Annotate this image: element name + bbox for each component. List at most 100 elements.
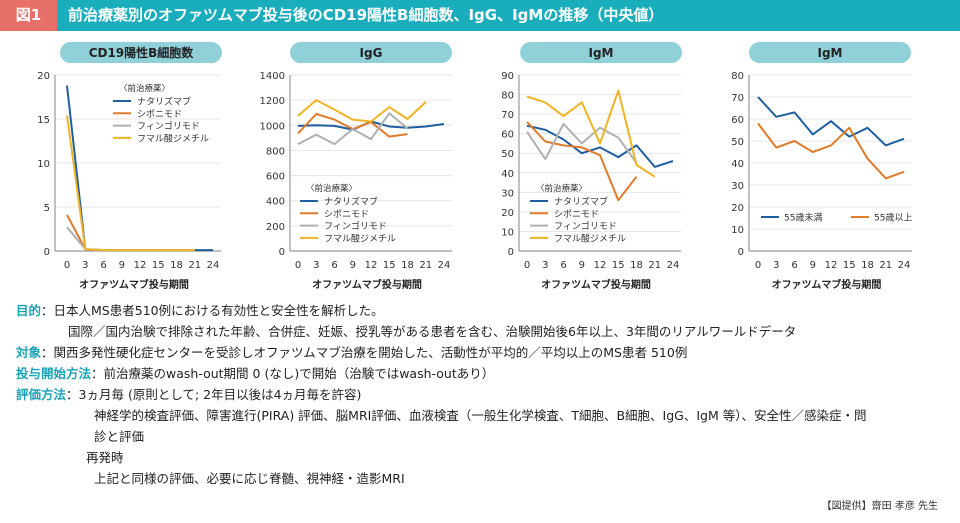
series-line-シポニモド (526, 121, 638, 202)
start-text: ：前治療薬のwash-out期間 0 (なし)で開始（治験ではwash-outあ… (91, 366, 495, 381)
x-tick-label: 0 (524, 260, 530, 271)
x-tick-label: 6 (331, 260, 337, 271)
figure-label: 図1 (0, 0, 57, 31)
x-tick-label: 12 (594, 260, 607, 271)
y-tick-label: 90 (501, 71, 514, 82)
y-tick-label: 20 (37, 71, 50, 82)
x-tick-label: 3 (773, 260, 779, 271)
legend-label: 55歳未満 (784, 212, 822, 224)
relapse-detail: 上記と同様の評価、必要に応じ脊髄、視神経・造影MRI (94, 471, 405, 486)
eval-label: 評価方法 (16, 387, 67, 402)
x-tick-label: 3 (313, 260, 319, 271)
x-tick-label: 18 (401, 260, 414, 271)
x-tick-label: 0 (295, 260, 301, 271)
legend-label: フマル酸ジメチル (554, 233, 626, 244)
legend-label: 55歳以上 (874, 212, 912, 224)
figure-title: 前治療薬別のオファツムマブ投与後のCD19陽性B細胞数、IgG、IgMの推移（中… (68, 6, 664, 24)
chart-title-pill (290, 42, 452, 63)
y-tick-label: 50 (501, 149, 514, 160)
x-tick-label: 3 (82, 260, 88, 271)
x-tick-label: 15 (843, 260, 856, 271)
x-axis-label: オファツムマブ投与期間 (772, 278, 882, 291)
legend-label: フマル酸ジメチル (324, 233, 396, 244)
y-tick-label: 0 (738, 247, 744, 258)
y-tick-label: 10 (731, 225, 744, 236)
purpose-text: ：日本人MS患者510例における有効性と安全性を解析した。 (41, 303, 384, 318)
legend-title: 〈前治療薬〉 (119, 83, 170, 94)
series-line-ナタリズマブ (526, 124, 674, 168)
target-label: 対象 (16, 345, 42, 360)
x-tick-label: 18 (630, 260, 643, 271)
chart-title: CD19陽性B細胞数 (89, 45, 195, 60)
y-tick-label: 1400 (260, 71, 285, 82)
legend-label: シポニモド (324, 209, 369, 220)
legend-label: フィンゴリモド (137, 120, 200, 132)
y-tick-label: 1000 (260, 121, 285, 132)
x-tick-label: 18 (170, 260, 183, 271)
y-tick-label: 30 (501, 188, 514, 199)
x-tick-label: 6 (791, 260, 797, 271)
legend-title: 〈前治療薬〉 (536, 183, 587, 194)
y-tick-label: 5 (44, 203, 50, 214)
y-tick-label: 10 (501, 227, 514, 238)
x-axis-label: オファツムマブ投与期間 (79, 278, 189, 291)
eval-detail-cont: 診と評価 (94, 429, 145, 444)
chart-title-pill (749, 42, 911, 63)
y-tick-label: 20 (501, 208, 514, 219)
relapse-label: 再発時 (86, 450, 124, 465)
start-row: 投与開始方法：前治療薬のwash-out期間 0 (なし)で開始（治験ではwas… (16, 363, 867, 384)
x-tick-label: 9 (810, 260, 816, 271)
y-tick-label: 60 (731, 115, 744, 126)
x-tick-label: 12 (134, 260, 147, 271)
x-tick-label: 3 (542, 260, 548, 271)
y-tick-label: 10 (37, 159, 50, 170)
figure-header: 図1 前治療薬別のオファツムマブ投与後のCD19陽性B細胞数、IgG、IgMの推… (0, 0, 960, 31)
x-tick-label: 15 (152, 260, 165, 271)
x-tick-label: 15 (612, 260, 625, 271)
x-tick-label: 18 (861, 260, 874, 271)
y-tick-label: 200 (266, 222, 285, 233)
chart-title: IgG (360, 46, 383, 60)
y-tick-label: 60 (501, 130, 514, 141)
legend-label: シポニモド (554, 209, 599, 220)
x-tick-label: 9 (119, 260, 125, 271)
y-tick-label: 30 (731, 181, 744, 192)
legend-label: フマル酸ジメチル (137, 133, 209, 144)
y-tick-label: 70 (501, 110, 514, 121)
y-tick-label: 40 (501, 169, 514, 180)
x-tick-label: 6 (100, 260, 106, 271)
eval-row: 評価方法：3ヵ月毎 (原則として; 2年目以後は4ヵ月毎を許容) (16, 384, 867, 405)
x-axis-label: オファツムマブ投与期間 (541, 278, 651, 291)
legend-label: ナタリズマブ (137, 96, 191, 108)
legend-label: フィンゴリモド (554, 220, 617, 232)
x-tick-label: 21 (879, 260, 892, 271)
x-tick-label: 12 (825, 260, 838, 271)
legend-label: ナタリズマブ (554, 196, 608, 208)
study-description: 目的：日本人MS患者510例における有効性と安全性を解析した。 国際／国内治験で… (16, 300, 867, 489)
x-tick-label: 9 (579, 260, 585, 271)
purpose-row: 目的：日本人MS患者510例における有効性と安全性を解析した。 (16, 300, 867, 321)
series-line-55歳以上 (757, 122, 905, 180)
x-tick-label: 24 (207, 260, 220, 271)
x-tick-label: 15 (383, 260, 396, 271)
y-tick-label: 70 (731, 93, 744, 104)
x-tick-label: 21 (648, 260, 661, 271)
chart-title-pill (60, 42, 222, 63)
target-text: ：関西多発性硬化症センターを受診しオファツムマブ治療を開始した、活動性が平均的／… (41, 345, 688, 360)
series-line-フマル酸ジメチル (526, 89, 656, 178)
x-tick-label: 6 (560, 260, 566, 271)
y-tick-label: 50 (731, 137, 744, 148)
y-tick-label: 80 (501, 91, 514, 102)
target-row: 対象：関西多発性硬化症センターを受診しオファツムマブ治療を開始した、活動性が平均… (16, 342, 867, 363)
x-tick-label: 21 (419, 260, 432, 271)
purpose-detail: 国際／国内治験で排除された年齢、合併症、妊娠、授乳等がある患者を含む、治験開始後… (68, 324, 797, 339)
y-tick-label: 0 (44, 247, 50, 258)
chart-title: IgM (818, 46, 843, 60)
series-line-フィンゴリモド (526, 122, 638, 164)
y-tick-label: 80 (731, 71, 744, 82)
y-tick-label: 800 (266, 146, 285, 157)
series-line-シポニモド (66, 214, 195, 252)
legend-title: 〈前治療薬〉 (306, 183, 357, 194)
x-tick-label: 21 (188, 260, 201, 271)
